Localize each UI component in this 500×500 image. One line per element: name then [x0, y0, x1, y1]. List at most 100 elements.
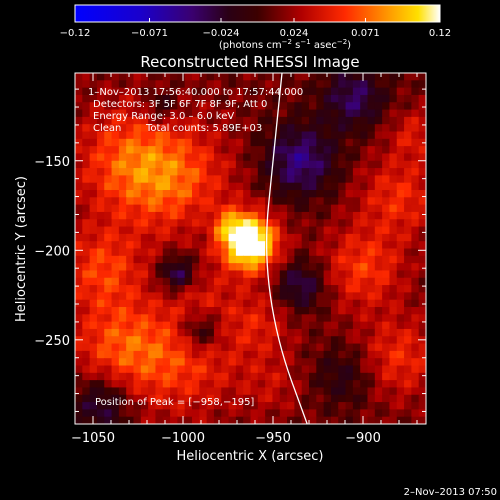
heatmap-cell [221, 94, 230, 103]
heatmap-cell [177, 131, 186, 140]
heatmap-cell [404, 365, 412, 374]
heatmap-cell [309, 292, 317, 301]
heatmap-cell [126, 314, 135, 323]
heatmap-cell [184, 197, 193, 206]
heatmap-cell [104, 328, 113, 337]
heatmap-cell [330, 233, 339, 242]
heatmap-cell [111, 307, 120, 315]
colorbar-tick-label: 0.071 [351, 28, 380, 39]
heatmap-cell [389, 380, 398, 389]
heatmap-cell [250, 402, 259, 410]
heatmap-cell [140, 285, 149, 293]
heatmap-cell [228, 321, 237, 330]
heatmap-cell [287, 226, 295, 235]
heatmap-cell [126, 387, 135, 396]
heatmap-cell [140, 124, 149, 133]
heatmap-cell [411, 277, 420, 286]
heatmap-cell [140, 277, 149, 286]
heatmap-cell [265, 138, 274, 147]
heatmap-cell [279, 204, 288, 213]
heatmap-cell [177, 124, 186, 133]
heatmap-cell [89, 175, 98, 184]
heatmap-cell [330, 197, 339, 206]
heatmap-cell [118, 241, 127, 250]
heatmap-cell [162, 87, 171, 96]
heatmap-cell [279, 138, 288, 147]
heatmap-cell [162, 307, 171, 315]
heatmap-cell [301, 233, 310, 242]
heatmap-cell [257, 87, 266, 96]
heatmap-cell [411, 116, 420, 125]
heatmap-cell [279, 307, 288, 315]
heatmap-cell [367, 292, 376, 301]
heatmap-cell [396, 350, 405, 359]
heatmap-cell [330, 350, 339, 359]
heatmap-cell [243, 102, 252, 111]
heatmap-cell [404, 241, 412, 250]
heatmap-cell [213, 124, 222, 133]
heatmap-cell [345, 131, 354, 140]
heatmap-cell [294, 233, 303, 242]
heatmap-cell [418, 182, 426, 191]
heatmap-cell [257, 394, 266, 403]
heatmap-cell [418, 211, 426, 220]
heatmap-cell [272, 365, 281, 374]
heatmap-cell [418, 248, 426, 257]
heatmap-cell [338, 365, 347, 374]
heatmap-cell [192, 219, 200, 228]
heatmap-cell [140, 131, 149, 140]
heatmap-cell [316, 372, 325, 381]
heatmap-cell [389, 153, 398, 162]
heatmap-cell [221, 153, 230, 162]
heatmap-cell [396, 124, 405, 133]
heatmap-cell [265, 131, 274, 140]
heatmap-cell [250, 131, 259, 140]
heatmap-cell [309, 416, 317, 424]
heatmap-cell [199, 380, 208, 389]
heatmap-cell [170, 416, 178, 424]
heatmap-cell [404, 109, 412, 118]
heatmap-cell [265, 102, 274, 111]
heatmap-cell [287, 285, 295, 293]
heatmap-cell [374, 292, 383, 301]
heatmap-cell [404, 314, 412, 323]
heatmap-cell [206, 233, 215, 242]
heatmap-cell [75, 153, 83, 162]
heatmap-cell [265, 270, 274, 279]
heatmap-cell [250, 372, 259, 381]
heatmap-cell [352, 358, 361, 367]
heatmap-cell [162, 138, 171, 147]
heatmap-cell [170, 73, 178, 81]
heatmap-cell [162, 168, 171, 176]
heatmap-cell [170, 270, 178, 279]
heatmap-cell [82, 80, 91, 89]
heatmap-cell [82, 380, 91, 389]
heatmap-cell [170, 124, 178, 133]
heatmap-cell [374, 226, 383, 235]
heatmap-cell [338, 299, 347, 308]
heatmap-cell [148, 416, 157, 424]
heatmap-cell [89, 402, 98, 410]
heatmap-cell [367, 182, 376, 191]
heatmap-cell [162, 372, 171, 381]
heatmap-cell [184, 350, 193, 359]
heatmap-cell [199, 372, 208, 381]
heatmap-cell [389, 394, 398, 403]
heatmap-cell [170, 116, 178, 125]
heatmap-cell [396, 138, 405, 147]
heatmap-cell [75, 241, 83, 250]
heatmap-cell [235, 138, 244, 147]
heatmap-cell [243, 160, 252, 169]
heatmap-cell [192, 409, 200, 418]
heatmap-cell [279, 372, 288, 381]
heatmap-cell [330, 277, 339, 286]
heatmap-cell [170, 387, 178, 396]
heatmap-cell [374, 416, 383, 424]
heatmap-cell [294, 211, 303, 220]
heatmap-cell [126, 402, 135, 410]
heatmap-cell [411, 402, 420, 410]
heatmap-cell [301, 124, 310, 133]
heatmap-cell [75, 160, 83, 169]
heatmap-cell [250, 94, 259, 103]
